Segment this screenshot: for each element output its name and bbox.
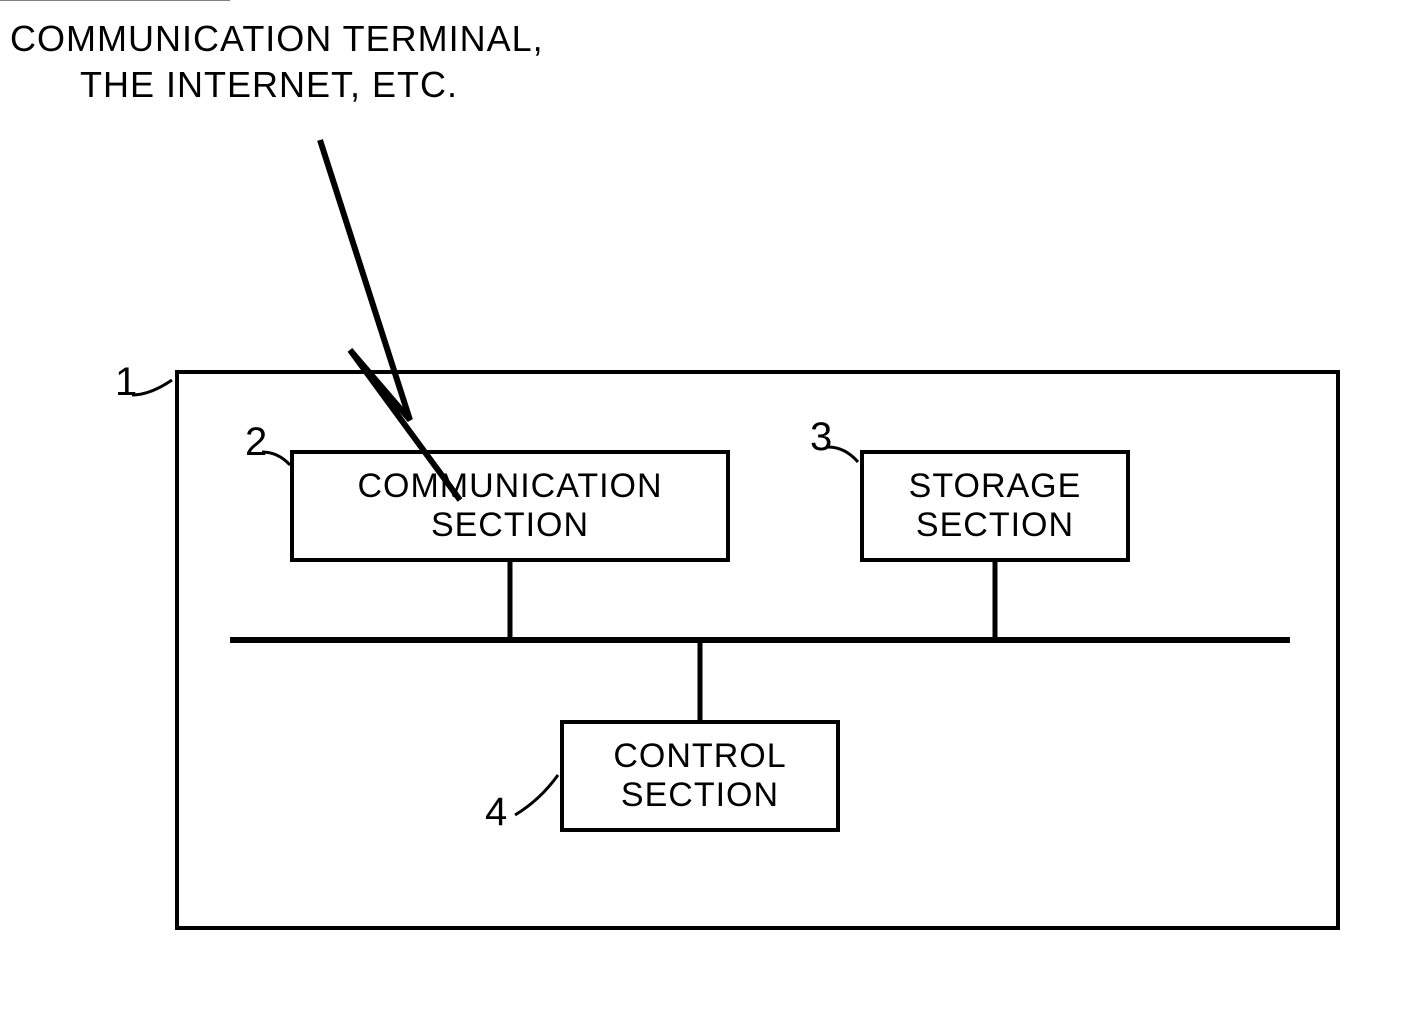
connector-overlay bbox=[0, 0, 1426, 1020]
leader-line-2 bbox=[262, 452, 290, 465]
leader-line-1 bbox=[132, 380, 172, 395]
leader-line-3 bbox=[828, 447, 858, 462]
diagram-canvas: COMMUNICATION TERMINAL, THE INTERNET, ET… bbox=[0, 0, 1426, 1020]
lightning-connector bbox=[320, 140, 460, 500]
leader-line-4 bbox=[515, 775, 558, 815]
